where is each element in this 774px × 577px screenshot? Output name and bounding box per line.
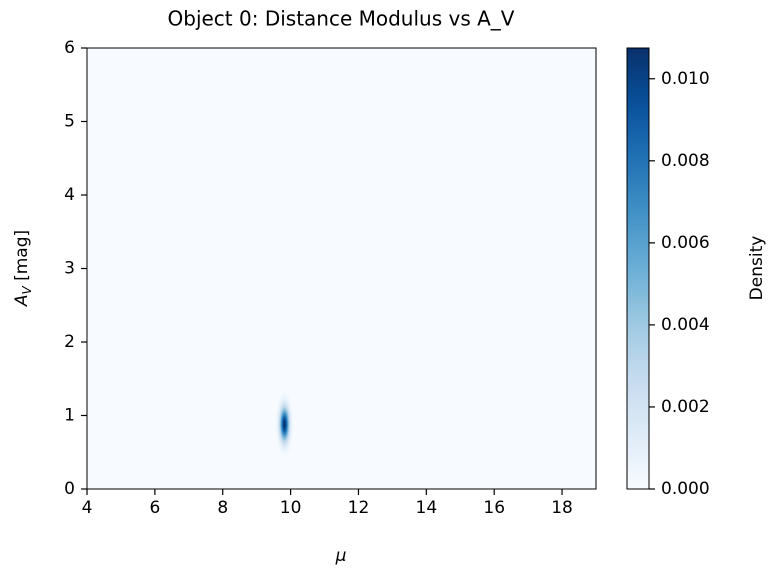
y-tick-label: 6 [64, 38, 75, 58]
x-tick-label: 8 [217, 498, 228, 518]
colorbar-tick-label: 0.006 [661, 233, 710, 253]
x-tick-label: 16 [483, 498, 505, 518]
y-tick-label: 5 [64, 112, 75, 132]
y-tick-label: 2 [64, 332, 75, 352]
x-tick-label: 14 [416, 498, 438, 518]
density-peak [275, 391, 294, 458]
chart-title: Object 0: Distance Modulus vs A_V [168, 7, 515, 31]
plot-area [87, 48, 596, 489]
y-axis-label: AV [mag] [12, 230, 34, 307]
y-tick-label: 1 [64, 406, 75, 426]
colorbar-label: Density [747, 236, 767, 301]
colorbar-tick-label: 0.000 [661, 479, 710, 499]
x-tick-label: 12 [348, 498, 370, 518]
x-axis-label: μ [335, 546, 347, 566]
colorbar-tick-label: 0.004 [661, 315, 710, 335]
y-tick-label: 4 [64, 185, 75, 205]
colorbar [626, 47, 650, 490]
colorbar-tick-label: 0.002 [661, 397, 710, 417]
colorbar-tick-label: 0.010 [661, 69, 710, 89]
x-tick-label: 4 [82, 498, 93, 518]
y-tick-label: 3 [64, 259, 75, 279]
x-tick-label: 6 [149, 498, 160, 518]
x-tick-label: 10 [280, 498, 302, 518]
x-tick-label: 18 [551, 498, 573, 518]
colorbar-tick-label: 0.008 [661, 151, 710, 171]
y-tick-label: 0 [64, 479, 75, 499]
